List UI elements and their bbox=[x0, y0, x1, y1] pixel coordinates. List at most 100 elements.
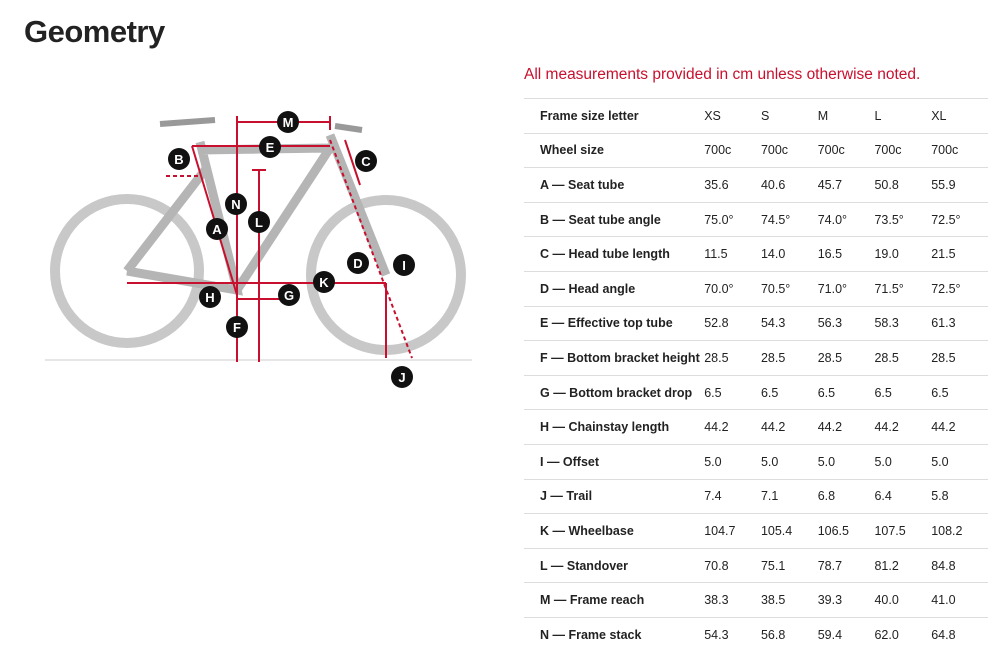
cell: 44.2 bbox=[874, 409, 932, 445]
marker-badge bbox=[313, 271, 335, 293]
marker-label: L bbox=[255, 215, 263, 230]
row-label: E — Effective top tube bbox=[524, 305, 705, 341]
marker-label: F bbox=[233, 320, 241, 335]
cell: 35.6 bbox=[704, 167, 761, 203]
cell: 75.1 bbox=[760, 547, 818, 583]
cell: 74.5° bbox=[760, 201, 818, 237]
marker-badge bbox=[259, 136, 281, 158]
marker-badge bbox=[168, 148, 190, 170]
cell: 41.0 bbox=[931, 582, 988, 618]
cell: 44.2 bbox=[817, 409, 875, 445]
cell: 81.2 bbox=[874, 547, 932, 583]
marker-badge bbox=[206, 218, 228, 240]
table-row: K — Wheelbase 104.7 105.4 106.5 107.5 108.2 bbox=[524, 513, 988, 549]
cell: 5.0 bbox=[931, 443, 988, 480]
cell: 16.5 bbox=[817, 236, 875, 272]
cell: 59.4 bbox=[817, 616, 875, 652]
cell: 5.0 bbox=[817, 443, 875, 480]
cell: 61.3 bbox=[931, 305, 988, 341]
table-row: B — Seat tube angle 75.0° 74.5° 74.0° 73.5° 7… bbox=[524, 201, 988, 237]
marker-badge bbox=[226, 316, 248, 338]
cell: 55.9 bbox=[931, 167, 988, 203]
marker-badge bbox=[225, 193, 247, 215]
row-label: K — Wheelbase bbox=[524, 513, 705, 549]
cell: 54.3 bbox=[704, 616, 761, 652]
cell: 700c bbox=[760, 132, 818, 168]
cell: 38.3 bbox=[704, 582, 761, 618]
cell: 700c bbox=[874, 132, 932, 168]
row-label: F — Bottom bracket height bbox=[524, 340, 705, 376]
cell: 73.5° bbox=[874, 201, 932, 237]
cell: 84.8 bbox=[931, 547, 988, 583]
cell: 39.3 bbox=[817, 582, 875, 618]
marker-badge bbox=[248, 211, 270, 233]
cell: 28.5 bbox=[931, 340, 988, 376]
cell: 28.5 bbox=[817, 340, 875, 376]
cell: 72.5° bbox=[931, 201, 988, 237]
cell: 40.6 bbox=[760, 167, 818, 203]
marker-label: C bbox=[361, 154, 371, 169]
table-row: M — Frame reach 38.3 38.5 39.3 40.0 41.0 bbox=[524, 582, 988, 618]
row-label: B — Seat tube angle bbox=[524, 201, 705, 237]
cell: 75.0° bbox=[704, 201, 761, 237]
row-label: Frame size letter bbox=[524, 98, 705, 134]
row-label: I — Offset bbox=[524, 443, 705, 480]
cell: 21.5 bbox=[931, 236, 988, 272]
cell: 5.0 bbox=[704, 443, 761, 480]
cell: 62.0 bbox=[874, 616, 932, 652]
marker-label: K bbox=[319, 275, 329, 290]
cell: 70.5° bbox=[760, 270, 818, 307]
table-row: N — Frame stack 54.3 56.8 59.4 62.0 64.8 bbox=[524, 616, 988, 652]
row-label: L — Standover bbox=[524, 547, 705, 583]
cell: 7.4 bbox=[704, 478, 761, 514]
marker-label: A bbox=[212, 222, 222, 237]
cell: 72.5° bbox=[931, 270, 988, 307]
row-label: M — Frame reach bbox=[524, 582, 705, 618]
marker-badge bbox=[277, 111, 299, 133]
table-row: J — Trail 7.4 7.1 6.8 6.4 5.8 bbox=[524, 478, 988, 514]
marker-badge bbox=[391, 366, 413, 388]
table-row: D — Head angle 70.0° 70.5° 71.0° 71.5° 72.5° bbox=[524, 270, 988, 307]
marker-label: G bbox=[284, 288, 294, 303]
row-label: N — Frame stack bbox=[524, 616, 705, 652]
marker-label: D bbox=[353, 256, 362, 271]
table-row: C — Head tube length 11.5 14.0 16.5 19.0 21.5 bbox=[524, 236, 988, 272]
cell: 44.2 bbox=[931, 409, 988, 445]
cell: 5.0 bbox=[874, 443, 932, 480]
cell: 56.3 bbox=[817, 305, 875, 341]
row-label: H — Chainstay length bbox=[524, 409, 705, 445]
cell: 56.8 bbox=[760, 616, 818, 652]
cell: 6.5 bbox=[704, 374, 761, 410]
cell: 38.5 bbox=[760, 582, 818, 618]
table-row: F — Bottom bracket height 28.5 28.5 28.5 28.… bbox=[524, 340, 988, 376]
cell: 104.7 bbox=[704, 513, 761, 549]
cell: 44.2 bbox=[760, 409, 818, 445]
cell: 54.3 bbox=[760, 305, 818, 341]
cell: 70.8 bbox=[704, 547, 761, 583]
marker-label: N bbox=[231, 197, 240, 212]
cell: 71.0° bbox=[817, 270, 875, 307]
marker-badge bbox=[199, 286, 221, 308]
row-label: C — Head tube length bbox=[524, 236, 705, 272]
cell: L bbox=[874, 98, 932, 134]
cell: 71.5° bbox=[874, 270, 932, 307]
cell: 52.8 bbox=[704, 305, 761, 341]
page-title: Geometry bbox=[24, 14, 165, 49]
cell: 45.7 bbox=[817, 167, 875, 203]
cell: 6.5 bbox=[760, 374, 818, 410]
cell: 106.5 bbox=[817, 513, 875, 549]
cell: 6.4 bbox=[874, 478, 932, 514]
bike-diagram: ME B C NL A D I K H G F J bbox=[45, 111, 472, 388]
cell: 108.2 bbox=[931, 513, 988, 549]
cell: XL bbox=[931, 98, 988, 134]
units-note: All measurements provided in cm unless o… bbox=[524, 66, 921, 83]
marker-label: E bbox=[266, 140, 275, 155]
marker-label: I bbox=[402, 258, 406, 273]
cell: 50.8 bbox=[874, 167, 932, 203]
table-row: H — Chainstay length 44.2 44.2 44.2 44.2 44.2 bbox=[524, 409, 988, 445]
cell: 44.2 bbox=[704, 409, 761, 445]
cell: 700c bbox=[704, 132, 761, 168]
row-label: Wheel size bbox=[524, 132, 705, 168]
cell: S bbox=[760, 98, 818, 134]
